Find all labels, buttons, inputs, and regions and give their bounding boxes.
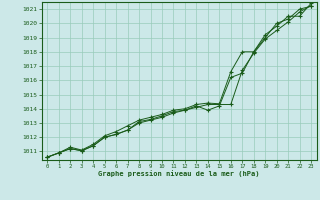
X-axis label: Graphe pression niveau de la mer (hPa): Graphe pression niveau de la mer (hPa) [99,171,260,177]
